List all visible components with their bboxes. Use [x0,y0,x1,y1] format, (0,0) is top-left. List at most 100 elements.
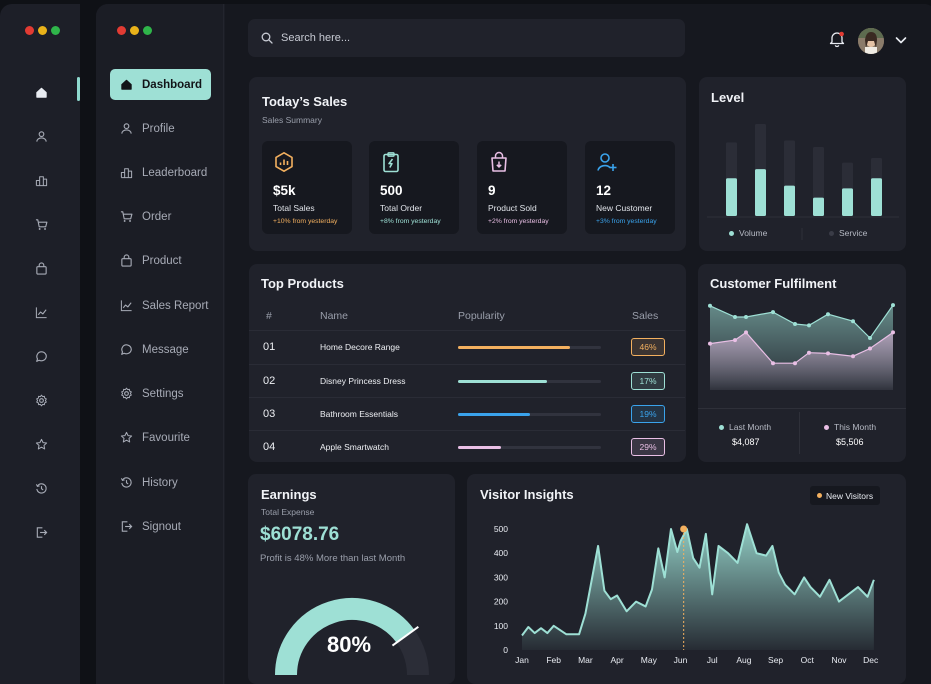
level-bar-chart [707,124,899,240]
stat-value: 12 [596,183,612,198]
nav-item-sales-report[interactable]: Sales Report [110,290,211,321]
highlight-point[interactable] [680,525,688,533]
last-month-point [733,315,737,319]
nav-item-dashboard[interactable]: Dashboard [110,69,211,100]
gauge-fill [275,598,415,676]
sales-badge: 19% [631,405,665,423]
stat-icon [273,151,295,173]
nav-item-label: Message [142,343,189,356]
x-tick-label: Jul [707,655,718,665]
row-divider [249,330,685,331]
level-legend-service: Service [829,228,867,238]
level-volume-bar [842,188,853,216]
signout-icon [121,521,133,532]
gear-icon [121,387,132,400]
signout-icon [36,526,47,538]
nav-item-leaderboard[interactable]: Leaderboard [110,157,211,188]
bell-icon[interactable] [829,30,845,48]
close-dot[interactable] [25,26,34,35]
nav-item-signout[interactable]: Signout [110,511,211,542]
nav-item-label: Signout [142,520,182,533]
minimize-dot[interactable] [130,26,139,35]
rail-item-leaderboard[interactable] [32,171,50,189]
stat-change: +3% from yesterday [596,218,657,225]
last-month-point [771,310,775,315]
legend-dot [729,230,734,236]
sales-badge: 46% [631,338,665,356]
popularity-fill [458,380,547,383]
search-bar[interactable]: Search here... [248,19,685,57]
level-volume-bar [784,185,795,216]
row-number: 04 [263,441,276,453]
this-month-point [851,354,855,359]
rail-item-order[interactable] [32,215,50,233]
this-month-value: $5,506 [836,437,864,447]
nav-item-history[interactable]: History [110,467,211,498]
level-title: Level [711,90,745,105]
bag-icon [121,254,132,267]
product-name: Home Decore Range [320,342,400,352]
stat-label: Product Sold [488,203,537,213]
nav-item-product[interactable]: Product [110,245,211,276]
legend-label: This Month [834,422,877,432]
search-input[interactable]: Search here... [281,32,351,44]
this-month-point [807,350,811,355]
maximize-dot[interactable] [143,26,152,35]
collapsed-sidebar-window [0,4,80,684]
last-month-point [744,315,748,319]
leaderboard-icon [120,168,133,179]
last-month-point [851,319,855,324]
rail-item-profile[interactable] [32,127,50,145]
sales-badge: 29% [631,438,665,456]
this-month-point [793,361,797,366]
product-name: Disney Princess Dress [320,376,406,386]
rail-item-sales-report[interactable] [32,303,50,321]
x-tick-label: Sep [768,655,783,665]
rail-item-settings[interactable] [32,391,50,409]
stat-card-total-sales: $5k Total Sales +10% from yesterday [262,141,352,234]
top-products-title: Top Products [261,276,344,291]
avatar[interactable] [858,28,884,54]
top-products-card [249,264,686,462]
stat-card-total-order: 500 Total Order +8% from yesterday [369,141,459,234]
divider [698,408,906,409]
visitors-area [522,524,874,650]
stat-value: 500 [380,183,403,198]
rail-item-favourite[interactable] [32,435,50,453]
row-divider [249,430,685,431]
active-indicator [77,77,80,101]
earnings-note: Profit is 48% More than last Month [260,553,406,564]
x-tick-label: Jan [515,655,529,665]
nav-item-profile[interactable]: Profile [110,113,211,144]
x-tick-label: Nov [831,655,847,665]
col-header-name: Name [320,310,349,322]
last-month-value: $4,087 [732,437,760,447]
nav-item-order[interactable]: Order [110,201,211,232]
window-controls [117,26,152,35]
nav-item-favourite[interactable]: Favourite [110,422,211,453]
x-tick-label: Aug [736,655,751,665]
legend-label: Service [839,228,868,238]
stat-card-new-customer: 12 New Customer +3% from yesterday [585,141,675,234]
cart-icon [120,211,133,222]
last-month-point [868,336,872,340]
maximize-dot[interactable] [51,26,60,35]
minimize-dot[interactable] [38,26,47,35]
visitor-insights-title: Visitor Insights [480,487,574,502]
last-month-line [709,304,894,339]
legend-label: Volume [739,228,768,238]
rail-item-signout[interactable] [32,523,50,541]
nav-item-message[interactable]: Message [110,334,211,365]
rail-item-product[interactable] [32,259,50,277]
rail-item-message[interactable] [32,347,50,365]
chevron-down-icon[interactable] [895,35,907,45]
close-dot[interactable] [117,26,126,35]
last-month-point [826,312,830,317]
new-visitors-legend: New Visitors [810,486,881,505]
rail-item-history[interactable] [32,479,50,497]
rail-item-dashboard[interactable] [32,83,50,101]
row-divider [249,397,685,398]
stat-label: Total Sales [273,203,315,213]
nav-item-settings[interactable]: Settings [110,378,211,409]
x-tick-label: Mar [578,655,593,665]
